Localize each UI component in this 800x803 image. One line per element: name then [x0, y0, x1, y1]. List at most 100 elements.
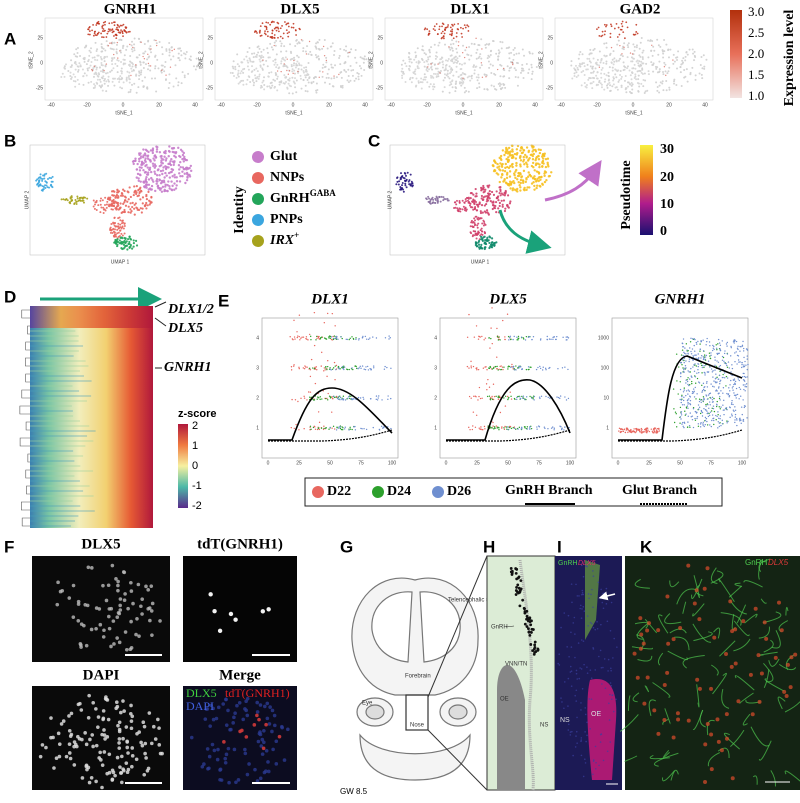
cell-dot: [466, 76, 469, 79]
cell-dot: [448, 46, 450, 48]
cell-dot: [72, 763, 77, 767]
cell-dot: [91, 700, 96, 705]
cell-dot: [72, 73, 75, 76]
data-dot: [525, 398, 527, 401]
cell-dot: [168, 41, 171, 44]
cell-dot: [116, 228, 119, 231]
cell-dot: [120, 70, 123, 73]
data-dot: [525, 396, 528, 398]
cell-dot: [154, 67, 157, 70]
cell-dot: [96, 32, 99, 35]
data-dot: [564, 396, 566, 398]
cell-dot: [647, 56, 650, 59]
data-dot: [294, 338, 296, 340]
cell-dot: [456, 57, 459, 60]
cell-dot: [424, 53, 427, 56]
cell-dot: [522, 77, 525, 80]
cell-dot: [146, 155, 149, 158]
cell-dot: [323, 38, 326, 41]
cell-dot: [443, 86, 446, 89]
cell-dot: [665, 43, 668, 46]
cell-dot: [264, 25, 266, 28]
data-dot: [495, 425, 498, 427]
data-dot: [717, 421, 719, 423]
cell-dot: [163, 189, 167, 193]
data-dot: [701, 384, 703, 387]
cell-dot: [631, 53, 634, 55]
cell-dot: [119, 31, 122, 34]
cell-dot: [146, 58, 149, 61]
data-dot: [481, 397, 483, 400]
cell-dot: [314, 45, 317, 48]
cell-dot: [333, 77, 336, 80]
micrograph: [32, 686, 170, 790]
cell-dot: [601, 34, 604, 37]
cell-dot: [264, 33, 267, 36]
cell-dot: [122, 227, 125, 230]
cell-dot: [102, 21, 105, 24]
cell-dot: [67, 596, 72, 600]
cell-dot: [37, 185, 40, 188]
data-dot: [337, 338, 339, 341]
data-dot: [565, 339, 567, 341]
data-dot: [502, 319, 504, 322]
data-dot: [735, 397, 737, 399]
cell-dot: [246, 50, 249, 53]
data-dot: [491, 368, 494, 370]
cell-dot: [480, 235, 483, 238]
data-dot: [724, 350, 726, 352]
cell-dot: [486, 236, 489, 239]
cell-dot: [589, 77, 592, 80]
data-dot: [518, 365, 520, 368]
cell-dot: [450, 70, 453, 73]
cell-dot: [141, 196, 145, 199]
cell-dot: [455, 65, 458, 68]
cell-dot: [118, 26, 121, 28]
cell-dot: [472, 208, 475, 211]
cell-dot: [138, 166, 141, 169]
cell-dot: [149, 584, 154, 588]
data-dot: [700, 341, 702, 343]
cell-dot: [123, 201, 126, 204]
data-dot: [685, 413, 687, 415]
data-dot: [745, 364, 747, 366]
legend-marker: [252, 151, 264, 163]
cell-dot: [132, 69, 135, 72]
x-tick-label: 20: [496, 102, 502, 108]
data-dot: [721, 355, 724, 358]
data-dot: [630, 431, 633, 434]
cell-dot: [140, 69, 143, 72]
cell-dot: [483, 190, 486, 193]
cell-dot: [430, 76, 433, 79]
cell-dot: [357, 78, 360, 81]
cell-dot: [141, 202, 144, 205]
cell-dot: [480, 247, 483, 250]
cell-dot: [178, 180, 182, 183]
data-dot: [328, 428, 330, 430]
cell-dot: [472, 230, 475, 233]
cell-dot: [588, 77, 591, 80]
cell-dot: [142, 169, 145, 172]
cell-dot: [158, 151, 162, 154]
cell-dot: [45, 172, 48, 175]
cell-dot: [537, 170, 540, 174]
data-dot: [726, 353, 729, 355]
cell-dot: [691, 48, 694, 51]
cell-dot: [95, 68, 98, 71]
cell-dot: [158, 178, 161, 181]
data-dot: [699, 423, 702, 425]
cell-dot: [532, 165, 535, 169]
cell-dot: [185, 178, 189, 182]
data-dot: [683, 396, 685, 399]
data-dot: [318, 428, 321, 431]
cell-dot: [100, 32, 103, 35]
plot-frame: [29, 144, 206, 256]
cell-dot: [181, 170, 184, 173]
data-dot: [655, 432, 657, 434]
x-tick-label: 40: [532, 102, 538, 108]
data-dot: [708, 393, 711, 395]
cell-dot: [178, 172, 181, 175]
cell-dot: [339, 71, 342, 74]
cell-dot: [616, 88, 619, 91]
cell-dot: [471, 206, 474, 209]
